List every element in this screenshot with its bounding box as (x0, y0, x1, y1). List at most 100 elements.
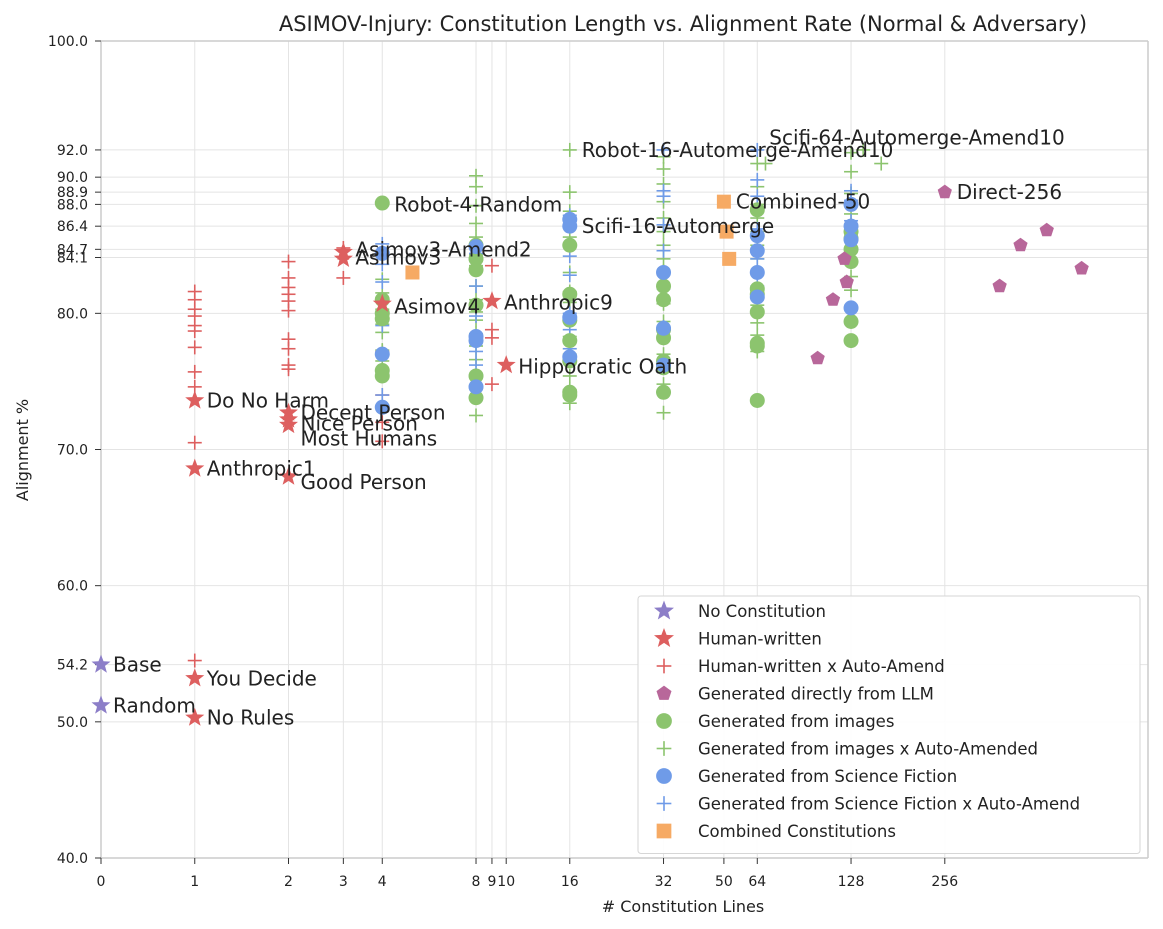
legend-label: No Constitution (698, 602, 826, 621)
annotation-label: Asimov3-Amend2 (355, 237, 531, 261)
series-human_amend (187, 240, 499, 668)
y-tick-label: 80.0 (57, 306, 88, 322)
data-point (375, 415, 390, 430)
legend-box (637, 595, 1141, 854)
y-tick-label: 86.4 (57, 219, 88, 235)
data-point (279, 415, 298, 434)
y-tick-label: 100.0 (48, 34, 88, 50)
data-point (843, 314, 859, 330)
x-tick-label: 128 (838, 874, 865, 890)
data-point (375, 434, 390, 449)
series-human (185, 242, 516, 726)
data-point (562, 268, 577, 283)
x-ticks: 0 1 2 3 4 8 9 10 16 32 50 64 128 256 (97, 858, 958, 890)
point-annotations: Base Random You Decide No Rules Do No Harm An… (113, 126, 1065, 730)
y-tick-label: 50.0 (57, 715, 88, 731)
data-point (187, 324, 202, 339)
x-tick-label: 0 (97, 874, 106, 890)
data-point (375, 388, 390, 403)
annotation-label: Random (113, 693, 196, 717)
legend-marker (656, 658, 672, 674)
data-point (405, 265, 420, 280)
legend-label: Human-written (698, 630, 822, 649)
data-point (185, 458, 205, 477)
data-point (844, 164, 859, 179)
y-axis-title: Alignment % (13, 399, 32, 501)
data-point (1074, 260, 1089, 275)
data-point (937, 184, 952, 199)
data-point (187, 435, 202, 450)
data-point (656, 264, 672, 280)
data-point (484, 258, 499, 273)
data-point (562, 237, 578, 253)
annotation-label: No Rules (207, 706, 295, 730)
data-point (484, 377, 499, 392)
x-tick-label: 2 (284, 874, 293, 890)
data-point (562, 309, 578, 325)
data-point (749, 264, 765, 280)
data-point (656, 384, 672, 400)
series-combined (405, 194, 737, 280)
data-point (187, 364, 202, 379)
data-point (375, 275, 390, 290)
x-tick-label: 32 (655, 874, 673, 890)
data-point (843, 300, 859, 316)
data-point (874, 156, 889, 171)
data-point (281, 254, 296, 269)
data-point (185, 707, 205, 726)
y-tick-label: 84.7 (57, 242, 88, 258)
data-point (1039, 222, 1054, 237)
x-tick-label: 3 (339, 874, 348, 890)
data-point (749, 228, 765, 244)
data-point (716, 194, 731, 209)
legend-marker (656, 768, 672, 784)
chart-title: ASIMOV-Injury: Constitution Length vs. A… (279, 12, 1087, 36)
data-point (333, 248, 353, 267)
x-tick-label: 50 (715, 874, 733, 890)
legend-label: Combined Constitutions (698, 822, 896, 841)
y-tick-label: 60.0 (57, 579, 88, 595)
data-point (336, 270, 351, 285)
data-point (468, 297, 484, 313)
series-scifi (374, 196, 859, 415)
data-point (656, 405, 671, 420)
data-point (469, 279, 484, 294)
data-point (482, 291, 502, 310)
data-point (562, 185, 577, 200)
data-point (843, 218, 859, 234)
data-point (562, 387, 578, 403)
data-point (750, 172, 765, 187)
data-point (843, 333, 859, 349)
data-point (656, 189, 671, 204)
annotation-label: Scifi-64-Automerge-Amend10 (769, 126, 1064, 150)
data-point (374, 399, 390, 415)
data-point (185, 390, 205, 409)
y-ticks: 40.0 50.0 54.2 60.0 70.0 80.0 84.184.7 86.4 88.0… (48, 34, 101, 867)
annotation-label: Asimov4 (394, 295, 480, 319)
legend-label: Generated from images (698, 712, 894, 731)
series-none (91, 654, 111, 714)
data-point (837, 251, 852, 265)
legend-marker (654, 628, 674, 647)
annotation-label: Anthropic1 (207, 457, 316, 481)
data-point (468, 251, 484, 267)
data-point (749, 392, 765, 408)
data-point (374, 346, 390, 362)
x-tick-label: 16 (561, 874, 579, 890)
x-axis-title: # Constitution Lines (602, 897, 764, 916)
data-point (656, 278, 672, 294)
data-point (281, 341, 296, 356)
data-point (839, 274, 854, 289)
data-point (562, 349, 578, 365)
data-point (656, 243, 671, 258)
data-point (484, 330, 499, 345)
data-point (843, 196, 859, 212)
data-point (562, 368, 577, 383)
data-point (374, 195, 390, 211)
data-point (281, 303, 296, 318)
data-point (469, 179, 484, 194)
data-point (468, 239, 484, 255)
data-point (656, 292, 672, 308)
data-point (562, 142, 577, 157)
